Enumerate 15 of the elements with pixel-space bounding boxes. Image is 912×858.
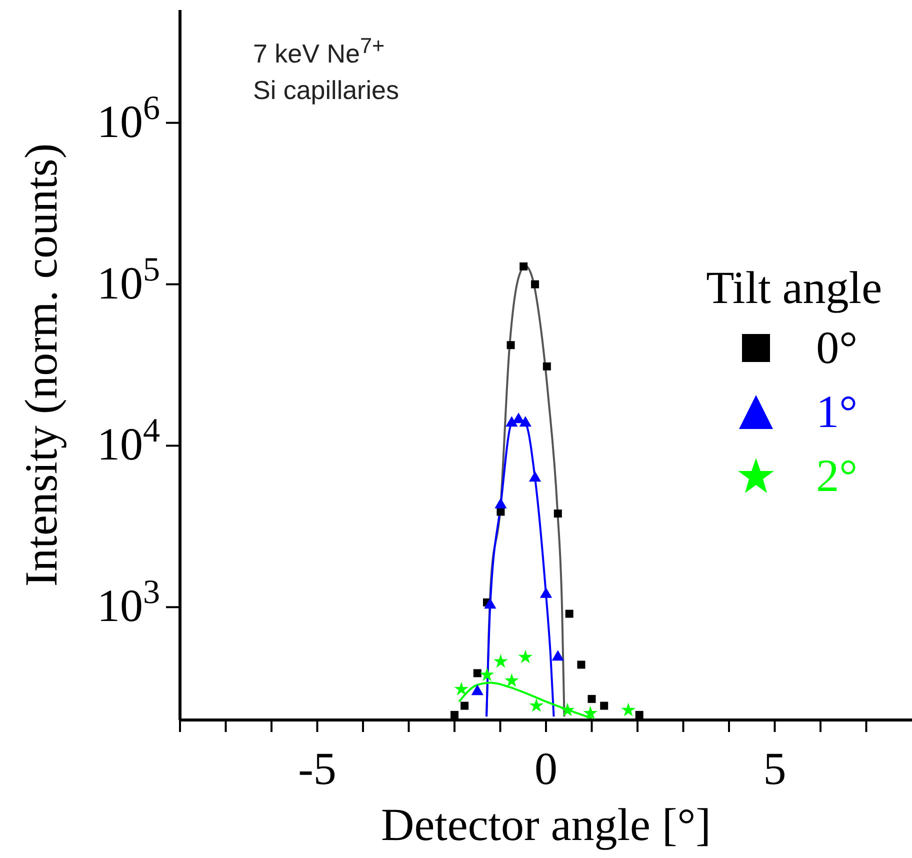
annotation: 7 keV Ne$^{7+}$	[253, 32, 386, 71]
x-tick-label: 5	[763, 743, 786, 794]
y-tick-label: 10$^{5}$	[97, 250, 160, 308]
x-tick-label: 0	[534, 743, 558, 794]
legend-label: 2°	[816, 449, 858, 503]
y-tick-label: 10$^{3}$	[97, 574, 160, 632]
y-tick-label: 10$^{6}$	[97, 89, 160, 147]
y-axis-title: Intensity (norm. counts)	[15, 143, 66, 587]
y-tick-label: 10$^{4}$	[97, 412, 160, 470]
x-axis-title: Detector angle [°]	[381, 799, 711, 850]
legend-title: Tilt angle	[706, 261, 882, 315]
x-tick-label: -5	[298, 743, 336, 794]
legend-label: 0°	[816, 321, 858, 375]
legend-label: 1°	[816, 385, 858, 439]
annotation: Si capillaries	[253, 74, 399, 107]
